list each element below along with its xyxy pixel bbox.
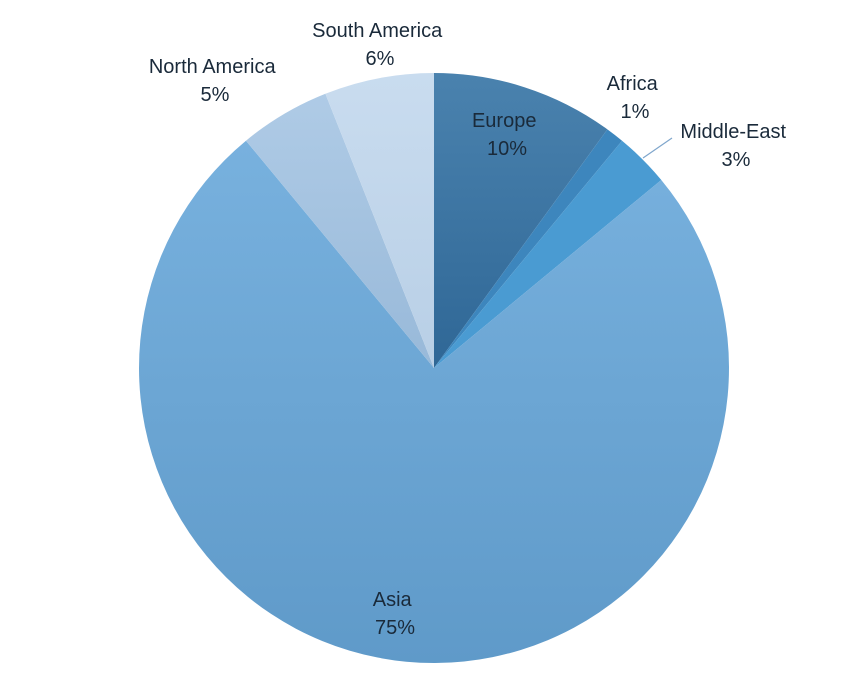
leader-line-middle-east <box>642 137 673 159</box>
slice-asia <box>138 140 729 664</box>
label-south-america: South America 6% <box>312 20 448 70</box>
label-middle-east: Middle-East 3% <box>680 121 791 171</box>
slice-north-america <box>245 93 434 368</box>
label-asia: Asia 75% <box>373 589 417 639</box>
label-africa-value: 1% <box>621 101 650 123</box>
label-middle-east-name: Middle-East <box>680 121 786 143</box>
label-north-america-name: North America <box>149 56 277 78</box>
label-north-america: North America 5% <box>149 56 281 106</box>
slice-south-america <box>325 73 434 368</box>
slice-europe <box>434 73 608 368</box>
label-europe: Europe 10% <box>472 110 542 160</box>
label-asia-value: 75% <box>375 617 415 639</box>
label-north-america-value: 5% <box>201 84 230 106</box>
label-south-america-name: South America <box>312 20 443 42</box>
slice-africa <box>434 129 623 368</box>
label-asia-name: Asia <box>373 589 413 611</box>
label-europe-value: 10% <box>487 138 527 160</box>
label-europe-name: Europe <box>472 110 537 132</box>
label-middle-east-value: 3% <box>722 149 751 171</box>
label-south-america-value: 6% <box>366 48 395 70</box>
label-africa: Africa 1% <box>607 73 664 123</box>
label-africa-name: Africa <box>607 73 659 95</box>
slice-middle-east <box>434 140 662 368</box>
